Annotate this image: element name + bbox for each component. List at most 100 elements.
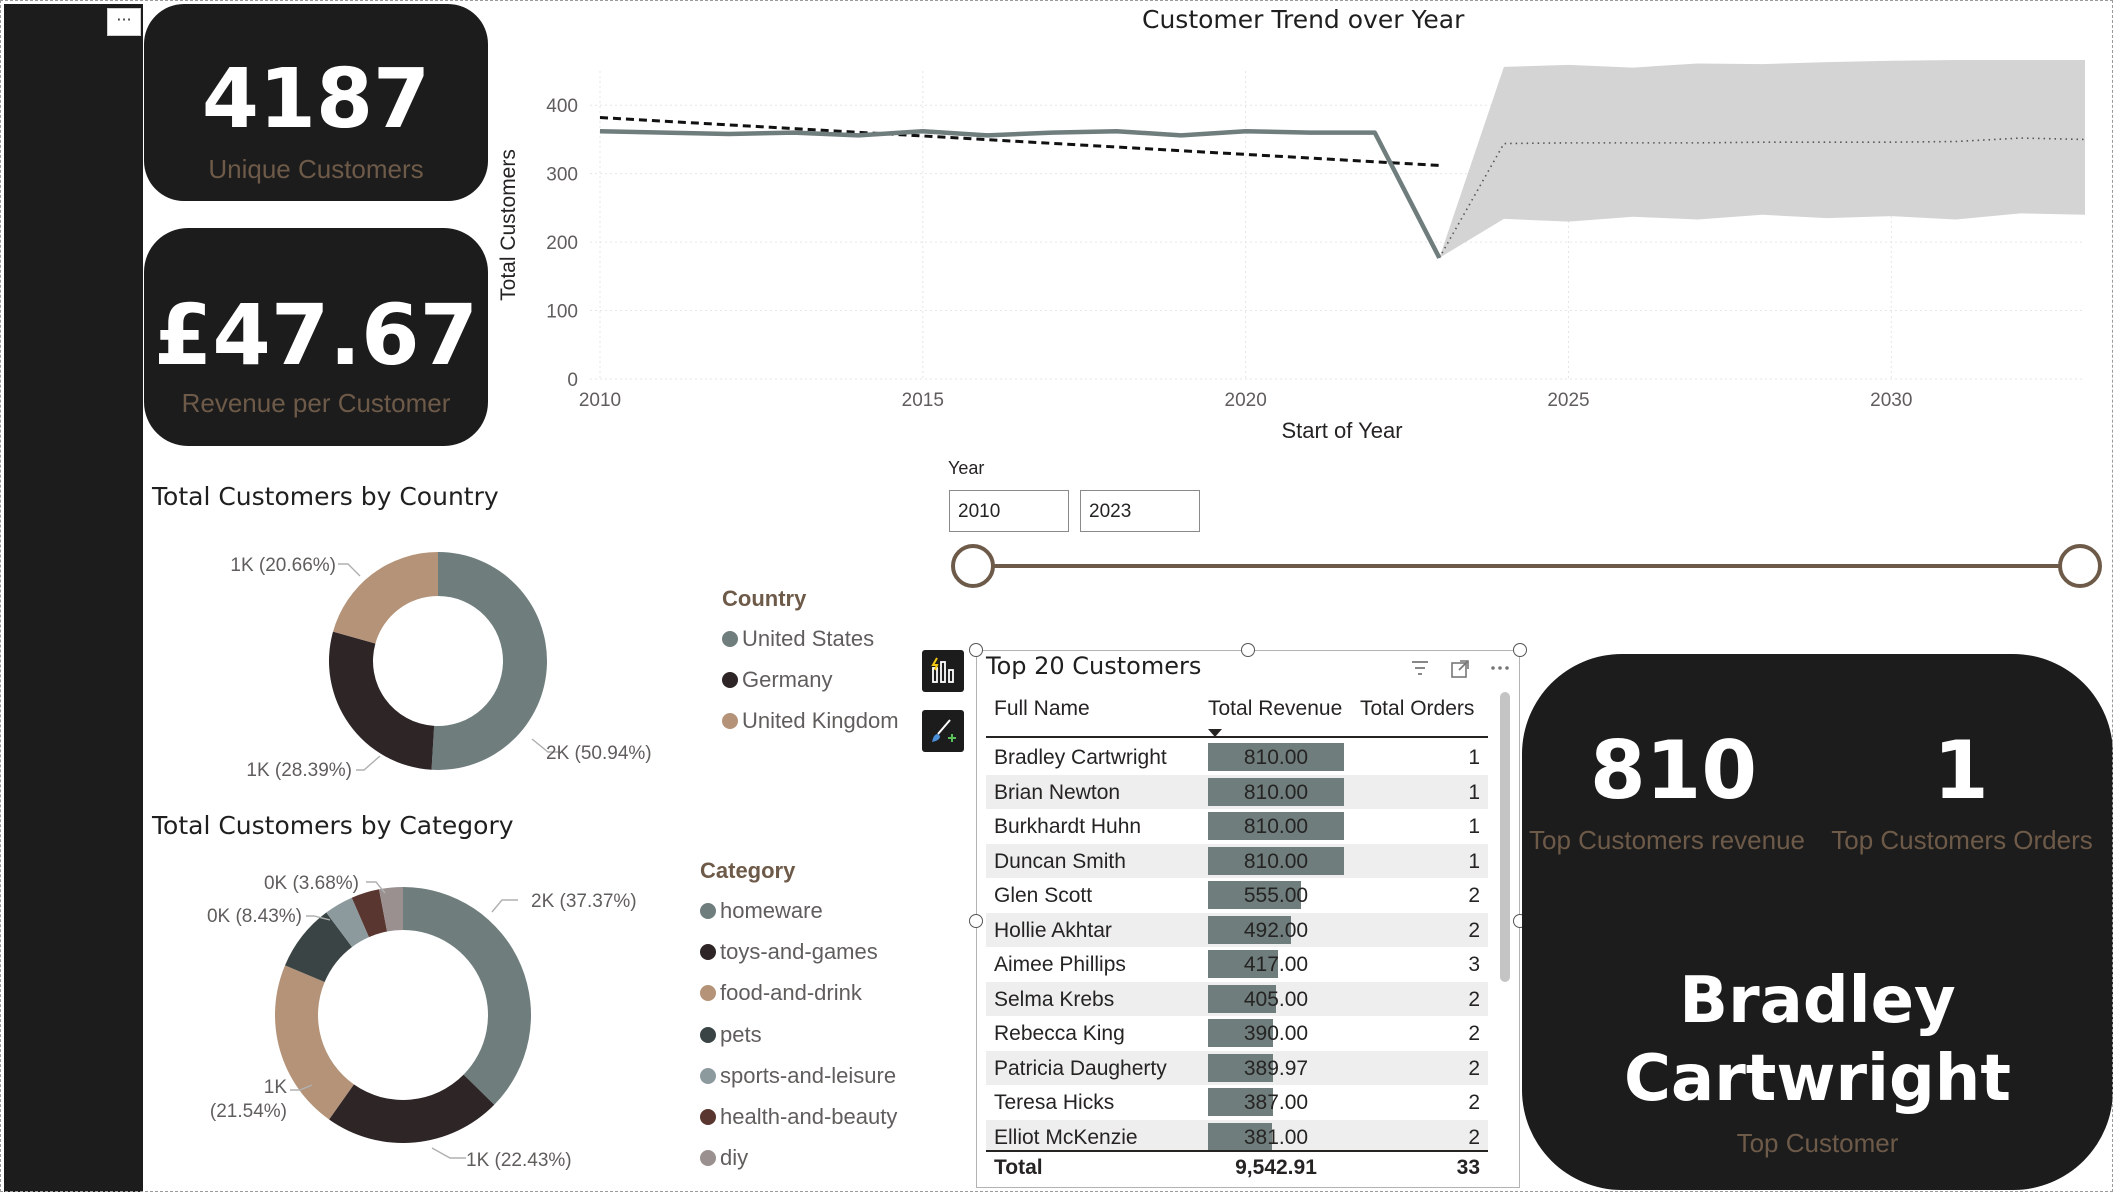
donut-slice-sports-and-leisure[interactable]	[326, 897, 369, 947]
table-row[interactable]: Elliot McKenzie 381.00 2	[986, 1119, 1488, 1150]
filter-icon[interactable]	[1410, 659, 1430, 682]
category-donut-chart[interactable]: 2K (37.37%) 1K (22.43%) 1K (21.54%) 0K (8.43…	[150, 850, 710, 1190]
col-header-full-name[interactable]: Full Name	[994, 697, 1090, 720]
focus-mode-icon[interactable]	[1450, 659, 1470, 684]
legend-dot-icon	[700, 1026, 716, 1043]
country-donut-chart[interactable]: 2K (50.94%) 1K (28.39%) 1K (20.66%)	[150, 520, 710, 790]
unique-customers-value: 4187	[201, 52, 431, 147]
donut-slice-toys-and-games[interactable]	[329, 1074, 495, 1143]
data-label-leader	[338, 563, 361, 577]
revenue-per-customer-card[interactable]: £47.67 Revenue per Customer	[144, 228, 488, 446]
top-customer-name: Bradley Cartwright	[1522, 962, 2113, 1118]
resize-handle-top[interactable]	[1241, 643, 1255, 657]
legend-dot-icon	[700, 1067, 716, 1084]
y-tick-label: 300	[546, 165, 578, 186]
y-tick-label: 0	[567, 370, 578, 391]
revenue-data-bar	[1208, 1088, 1273, 1116]
table-row[interactable]: Patricia Daugherty 389.97 2	[986, 1050, 1488, 1085]
donut-slice-Germany[interactable]	[329, 631, 435, 770]
legend-label: sports-and-leisure	[720, 1062, 897, 1088]
year-slider-track[interactable]	[972, 564, 2080, 568]
quick-insights-button[interactable]	[922, 650, 964, 692]
resize-handle-left[interactable]	[969, 914, 983, 928]
revenue-data-bar	[1208, 984, 1276, 1013]
donut-slice-United Kingdom[interactable]	[333, 552, 438, 644]
customer-name-cell: Glen Scott	[994, 884, 1093, 907]
donut-slice-homeware[interactable]	[403, 887, 531, 1105]
category-chart-title: Total Customers by Category	[152, 811, 514, 840]
table-row[interactable]: Bradley Cartwright 810.00 1	[986, 740, 1488, 775]
table-scrollbar[interactable]	[1500, 692, 1510, 982]
donut-slice-United States[interactable]	[431, 552, 548, 770]
table-row[interactable]: Burkhardt Huhn 810.00 1	[986, 809, 1488, 844]
data-label: 2K (50.94%)	[546, 743, 652, 764]
orders-cell: 2	[1468, 1022, 1480, 1045]
table-row[interactable]: Brian Newton 810.00 1	[986, 774, 1488, 809]
legend-dot-icon	[700, 1109, 716, 1126]
data-label: 0K (3.68%)	[264, 873, 359, 894]
legend-item[interactable]: sports-and-leisure	[700, 1055, 897, 1096]
table-row[interactable]: Aimee Phillips 417.00 3	[986, 947, 1488, 982]
revenue-cell: 390.00	[1243, 1022, 1309, 1045]
year-from-input[interactable]: 2010	[949, 490, 1069, 532]
resize-handle-tr[interactable]	[1513, 643, 1527, 657]
orders-cell: 2	[1468, 1056, 1480, 1080]
year-slider-end-handle[interactable]	[2058, 544, 2102, 588]
customer-name-cell: Brian Newton	[994, 780, 1121, 804]
donut-slice-diy[interactable]	[379, 887, 403, 932]
top-customer-name-line2: Cartwright	[1624, 1042, 2011, 1116]
legend-dot-icon	[700, 943, 716, 960]
legend-label: health-and-beauty	[720, 1104, 898, 1130]
legend-dot-icon	[700, 985, 716, 1002]
unique-customers-card[interactable]: 4187 Unique Customers	[144, 4, 488, 201]
year-slicer-title: Year	[948, 458, 985, 478]
legend-dot-icon	[700, 1150, 716, 1167]
nav-sidebar	[4, 4, 143, 1192]
customer-name-cell: Bradley Cartwright	[994, 746, 1167, 769]
table-row[interactable]: Glen Scott 555.00 2	[986, 878, 1488, 913]
data-label: 1K (20.66%)	[230, 555, 336, 576]
header-divider	[986, 736, 1488, 738]
legend-item[interactable]: diy	[700, 1138, 897, 1179]
more-options-button[interactable]: ···	[107, 8, 141, 36]
table-row[interactable]: Rebecca King 390.00 2	[986, 1016, 1488, 1051]
col-header-total-revenue[interactable]: Total Revenue	[1208, 697, 1343, 720]
unique-customers-label: Unique Customers	[208, 154, 424, 184]
brush-icon	[932, 719, 956, 742]
format-painter-button[interactable]	[922, 710, 964, 752]
customer-name-cell: Duncan Smith	[994, 849, 1126, 873]
legend-item[interactable]: United Kingdom	[722, 700, 899, 741]
customer-name-cell: Elliot McKenzie	[994, 1125, 1138, 1149]
top-customer-label: Top Customer	[1736, 1128, 1899, 1158]
legend-item[interactable]: homeware	[700, 890, 897, 931]
donut-slice-food-and-drink[interactable]	[275, 965, 354, 1120]
legend-item[interactable]: health-and-beauty	[700, 1096, 897, 1137]
year-to-input[interactable]: 2023	[1080, 490, 1200, 532]
top-customer-card[interactable]: 810 Top Customers revenue 1 Top Customer…	[1522, 654, 2113, 1190]
revenue-data-bar	[1208, 846, 1344, 875]
donut-slice-health-and-beauty[interactable]	[351, 889, 388, 938]
chart-lightning-icon	[931, 657, 954, 683]
year-slider-start-handle[interactable]	[951, 544, 995, 588]
legend-item[interactable]: pets	[700, 1014, 897, 1055]
table-row[interactable]: Duncan Smith 810.00 1	[986, 843, 1488, 878]
top-customer-orders-label: Top Customers Orders	[1831, 825, 2093, 855]
donut-slice-pets[interactable]	[285, 912, 353, 983]
table-row[interactable]: Selma Krebs 405.00 2	[986, 981, 1488, 1016]
legend-item[interactable]: toys-and-games	[700, 931, 897, 972]
orders-cell: 2	[1468, 987, 1480, 1011]
resize-handle-tl[interactable]	[969, 643, 983, 657]
data-label-leader	[356, 755, 381, 771]
table-row[interactable]: Teresa Hicks 387.00 2	[986, 1085, 1488, 1120]
y-axis-title: Total Customers	[497, 149, 520, 301]
col-header-total-orders[interactable]: Total Orders	[1360, 697, 1475, 720]
more-options-icon[interactable]	[1490, 658, 1510, 681]
legend-dot-icon	[722, 630, 738, 647]
legend-item[interactable]: United States	[722, 618, 899, 659]
legend-item[interactable]: Germany	[722, 659, 899, 700]
legend-label: homeware	[720, 897, 823, 923]
table-row[interactable]: Hollie Akhtar 492.00 2	[986, 912, 1488, 947]
forecast-confidence-band	[1439, 60, 2085, 258]
customer-trend-chart[interactable]: 0 100 200 300 400 2010 2015 2020 2025 2030 Total C…	[490, 30, 2110, 450]
legend-item[interactable]: food-and-drink	[700, 973, 897, 1014]
